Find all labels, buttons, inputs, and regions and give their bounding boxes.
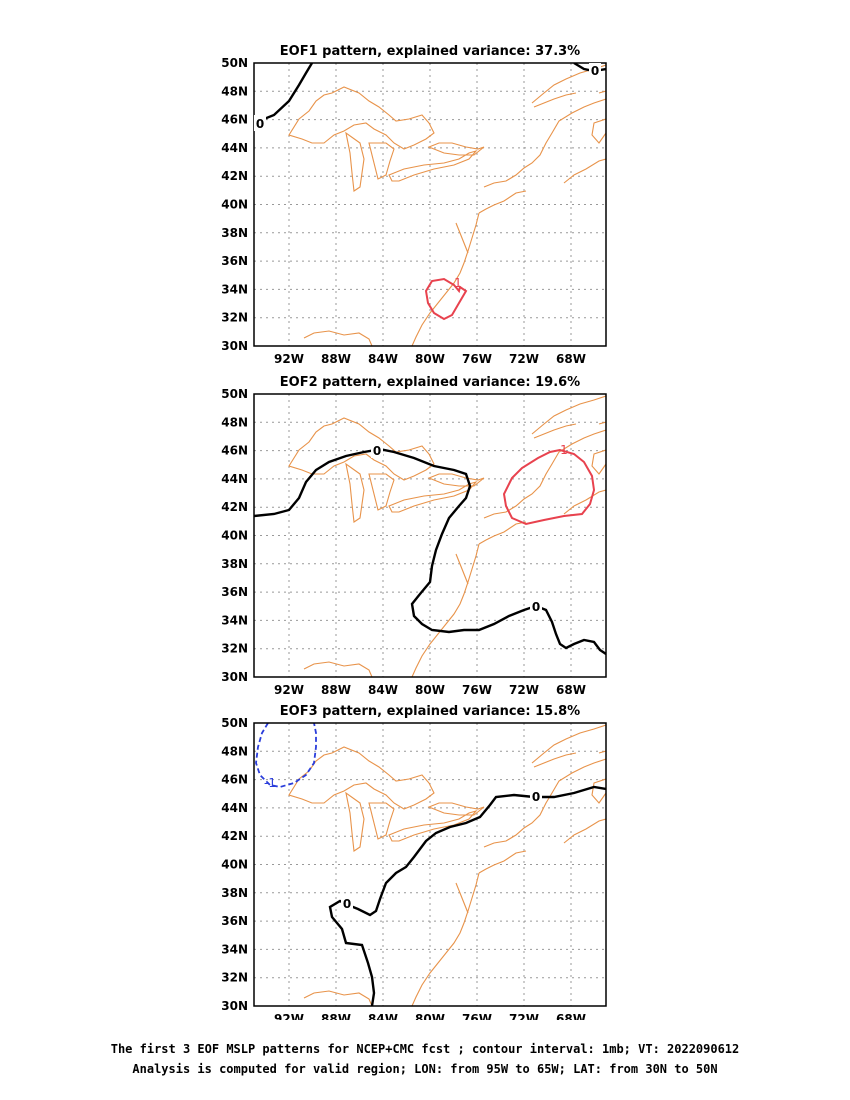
negative-contour-line [255,723,317,788]
lon-tick: 92W [274,1012,304,1020]
lon-tick: 92W [274,683,304,697]
lat-tick: 50N [221,56,248,70]
lat-tick: 40N [221,858,248,872]
contour-label: 0 [532,600,540,614]
lon-tick: 76W [462,1012,492,1020]
lat-tick: 34N [221,613,248,627]
eof-figure: 50N 48N 46N 44N 42N 40N 38N 36N 34N 32N … [221,44,607,1020]
lat-tick: 36N [221,914,248,928]
lat-tick: 42N [221,500,248,514]
lat-tick: 40N [221,529,248,543]
lon-tick: 76W [462,352,492,366]
lat-tick: 34N [221,282,248,296]
zero-contour-line [254,448,606,655]
lon-tick: 88W [321,1012,351,1020]
lon-tick: 68W [556,352,586,366]
lat-tick: 50N [221,387,248,401]
lon-tick: 72W [509,352,539,366]
lon-tick: 84W [368,683,398,697]
lat-tick: 34N [221,942,248,956]
contour-label: -1 [264,776,276,790]
lat-tick: 44N [221,472,248,486]
lat-tick: 32N [221,971,248,985]
lon-tick: 92W [274,352,304,366]
lon-tick: 80W [415,352,445,366]
lat-tick: 44N [221,141,248,155]
contour-label: 0 [591,64,599,78]
eof1-panel: EOF1 pattern, explained variance: 37.3% … [221,44,607,366]
lat-tick: 38N [221,557,248,571]
lon-tick: 68W [556,1012,586,1020]
lat-tick: 30N [221,339,248,353]
lat-tick: 42N [221,829,248,843]
lon-tick: 88W [321,352,351,366]
lat-tick: 36N [221,254,248,268]
lon-tick: 88W [321,683,351,697]
contour-label: 0 [343,897,351,911]
lat-tick: 30N [221,670,248,684]
lon-tick: 80W [415,1012,445,1020]
lat-tick: 46N [221,113,248,127]
positive-contour-line [424,277,468,321]
contour-label: 0 [373,444,381,458]
contour-label: 0 [256,117,264,131]
map-frame [253,62,607,347]
contour-label: 0 [532,790,540,804]
lat-tick: 40N [221,198,248,212]
lon-tick: 84W [368,1012,398,1020]
caption-line-2: Analysis is computed for valid region; L… [132,1062,718,1076]
lat-tick: 48N [221,744,248,758]
caption-line-1: The first 3 EOF MSLP patterns for NCEP+C… [110,1042,740,1056]
panel-title: EOF1 pattern, explained variance: 37.3% [280,44,580,59]
contour-label: 1 [560,443,568,457]
zero-contour-line [328,785,606,1006]
lon-tick: 84W [368,352,398,366]
lon-tick: 76W [462,683,492,697]
lon-tick: 72W [509,683,539,697]
lat-tick: 42N [221,169,248,183]
lat-tick: 30N [221,999,248,1013]
lat-tick: 50N [221,716,248,730]
lat-tick: 44N [221,801,248,815]
lat-tick: 48N [221,415,248,429]
zero-contour-line [254,63,314,125]
lat-tick: 38N [221,226,248,240]
eof3-panel: EOF3 pattern, explained variance: 15.8% … [221,704,607,1020]
lat-tick: 32N [221,311,248,325]
lat-tick: 32N [221,642,248,656]
eof2-panel: EOF2 pattern, explained variance: 19.6% … [221,375,607,697]
lat-tick: 36N [221,585,248,599]
contour-label: 1 [454,276,462,290]
map-frame [253,722,607,1007]
map-frame [253,393,607,678]
lon-tick: 68W [556,683,586,697]
lat-tick: 38N [221,886,248,900]
lat-tick: 48N [221,84,248,98]
lon-tick: 72W [509,1012,539,1020]
lon-tick: 80W [415,683,445,697]
positive-contour-line [502,448,596,526]
lat-tick: 46N [221,773,248,787]
panel-title: EOF2 pattern, explained variance: 19.6% [280,375,580,390]
lat-tick: 46N [221,444,248,458]
panel-title: EOF3 pattern, explained variance: 15.8% [280,704,580,719]
